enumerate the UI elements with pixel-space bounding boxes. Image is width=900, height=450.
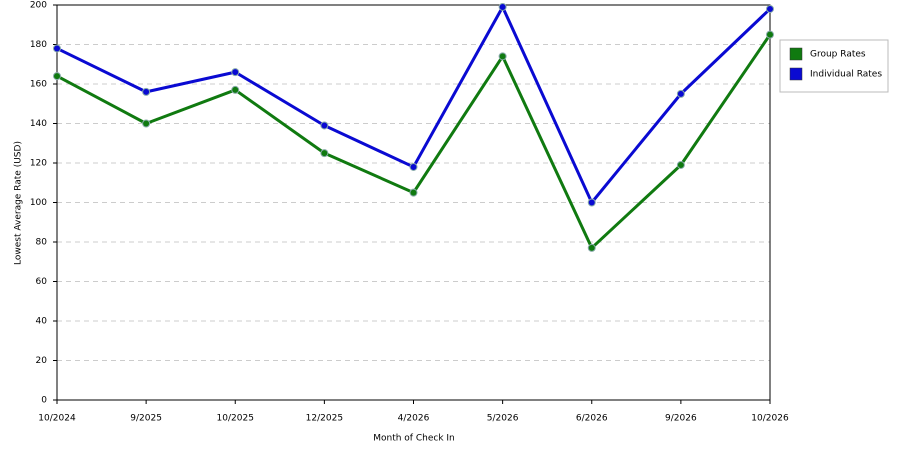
y-tick-label: 100 [30, 198, 47, 208]
series-line [56, 5, 772, 204]
data-point [53, 44, 61, 53]
data-point [231, 85, 240, 94]
y-tick-label: 20 [36, 356, 48, 366]
x-tick-label: 12/2025 [306, 414, 343, 424]
data-point [676, 160, 685, 169]
x-tick-label: 4/2026 [398, 414, 430, 424]
x-tick-label: 9/2026 [665, 414, 697, 424]
x-axis-label: Month of Check In [373, 434, 455, 444]
legend-label: Individual Rates [810, 70, 882, 80]
x-tick-label: 10/2026 [751, 414, 789, 424]
data-point [498, 52, 507, 61]
y-tick-label: 140 [30, 119, 47, 129]
y-tick-label: 120 [30, 159, 47, 169]
x-tick-label: 10/2024 [38, 414, 76, 424]
y-axis-label: Lowest Average Rate (USD) [14, 141, 24, 265]
data-point [766, 30, 774, 39]
series-line [56, 33, 772, 250]
y-tick-label: 80 [36, 238, 48, 248]
data-point [766, 4, 774, 13]
data-point [409, 162, 418, 171]
x-tick-label: 5/2026 [487, 414, 519, 424]
legend-swatch [789, 67, 803, 81]
x-tick-label: 9/2025 [130, 414, 162, 424]
data-point [231, 68, 240, 77]
data-point [587, 243, 596, 252]
data-point [320, 121, 329, 130]
data-point [142, 87, 151, 96]
data-point [142, 119, 151, 128]
data-point [676, 89, 685, 98]
y-tick-label: 200 [30, 1, 47, 11]
legend-swatch [789, 47, 803, 61]
x-tick-label: 6/2026 [576, 414, 608, 424]
y-tick-label: 0 [41, 396, 47, 406]
data-point [409, 188, 418, 197]
data-point [320, 149, 329, 158]
data-point [53, 72, 61, 81]
y-tick-label: 160 [30, 80, 47, 90]
data-point [587, 198, 596, 207]
y-tick-label: 180 [30, 40, 47, 50]
y-tick-label: 60 [36, 277, 48, 287]
y-tick-label: 40 [36, 317, 48, 327]
legend-label: Group Rates [810, 50, 866, 60]
x-tick-label: 10/2025 [217, 414, 254, 424]
data-point [498, 2, 507, 11]
